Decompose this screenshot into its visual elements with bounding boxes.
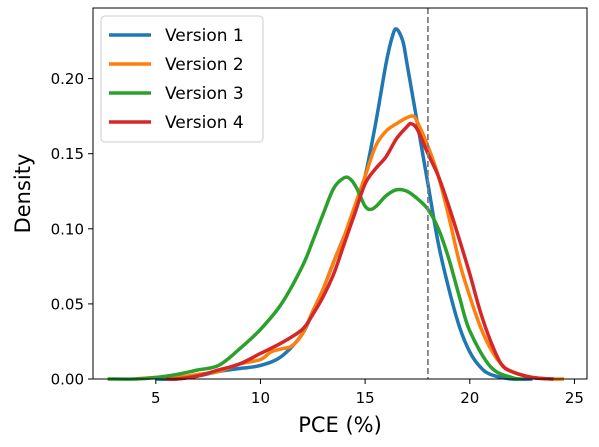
legend-label-1: Version 1 [165, 26, 244, 46]
y-tick-label: 0.20 [51, 70, 84, 88]
x-axis-title: PCE (%) [298, 413, 382, 437]
y-tick-label: 0.00 [51, 371, 84, 389]
y-tick-label: 0.10 [51, 220, 84, 238]
legend-entries: Version 1 Version 2 Version 3 Version 4 [109, 26, 244, 133]
x-tick-label: 15 [356, 389, 375, 407]
legend-box [100, 15, 264, 143]
x-tick-label: 20 [460, 389, 479, 407]
x-tick-label: 5 [151, 389, 161, 407]
ticks-layer: 5 10 15 20 25 0.00 0.05 0.10 0.15 0.20 [51, 70, 584, 407]
series-line-4 [166, 121, 554, 381]
x-tick-label: 25 [565, 389, 584, 407]
y-tick-label: 0.05 [51, 295, 84, 313]
legend-label-2: Version 2 [165, 55, 244, 75]
series-line-3 [107, 175, 523, 381]
y-tick-label: 0.15 [51, 145, 84, 163]
series-line-2 [134, 114, 564, 381]
legend: Version 1 Version 2 Version 3 Version 4 [100, 15, 264, 143]
series-line-1 [155, 27, 533, 382]
y-axis-title: Density [11, 154, 35, 234]
x-tick-label: 10 [251, 389, 270, 407]
legend-label-4: Version 4 [165, 113, 244, 133]
series-layer [107, 27, 564, 382]
legend-label-3: Version 3 [165, 84, 244, 104]
plot-frame [92, 7, 588, 380]
